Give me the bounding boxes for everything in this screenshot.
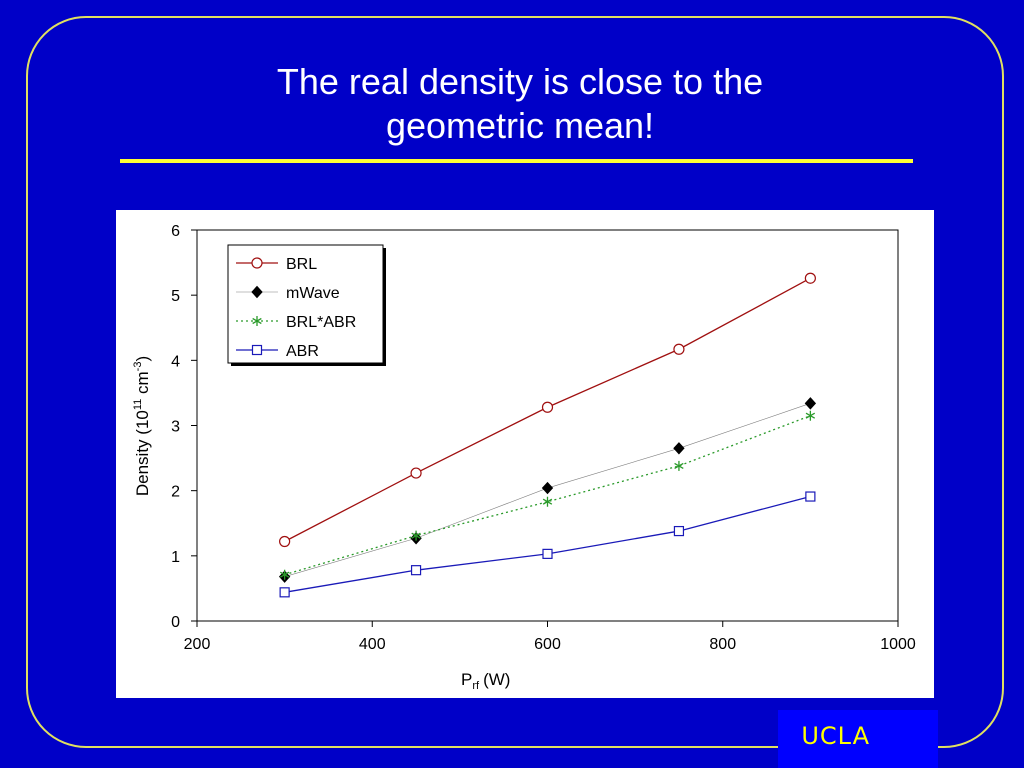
data-point-abr: [542, 548, 553, 559]
data-point-abr: [673, 525, 685, 537]
slide-frame: [26, 16, 1004, 748]
y-axis-label: Density (1011 cm-3): [132, 356, 152, 496]
x-tick-label: 400: [359, 636, 386, 653]
y-axis-label-sup2: -3: [132, 362, 144, 372]
y-axis-label-sup1: 11: [132, 399, 144, 410]
legend: BRL mWave BRL*ABR ABR: [227, 244, 386, 366]
legend-marker-mwave: [251, 285, 263, 299]
data-point-brl-abr: [674, 460, 684, 471]
data-point-abr: [279, 587, 290, 598]
y-tick-label: 6: [171, 223, 180, 240]
y-tick-label: 2: [171, 484, 180, 501]
legend-marker-brl-abr: [252, 316, 262, 326]
y-axis-label-mid: cm: [133, 371, 152, 398]
slide-title: The real density is close to the geometr…: [0, 60, 1024, 148]
data-point-abr: [805, 491, 816, 502]
legend-marker-abr: [251, 344, 263, 356]
data-point-brl-abr: [542, 496, 553, 507]
ucla-badge: UCLA: [778, 710, 938, 768]
data-point-brl: [541, 401, 554, 413]
data-point-brl: [673, 343, 685, 355]
y-tick-label: 0: [171, 614, 180, 631]
y-tick-label: 3: [171, 419, 180, 436]
x-axis-label-main: P: [461, 670, 472, 689]
data-point-brl: [279, 535, 291, 548]
data-point-brl-abr: [279, 569, 290, 580]
y-axis-label-end: ): [133, 356, 152, 362]
ucla-badge-text: UCLA: [801, 722, 870, 750]
legend-label-brl-abr: BRL*ABR: [286, 314, 356, 331]
title-line-1: The real density is close to the: [276, 61, 764, 102]
data-point-mwave: [804, 397, 817, 410]
title-underline: [120, 159, 913, 163]
density-chart: 200 400 600 800 1000 0 1 2 3 4 5 6 Prf (W) Density (…: [132, 223, 916, 692]
data-point-abr: [410, 565, 422, 576]
y-axis-label-main: Density (10: [133, 410, 152, 496]
title-line-2: geometric mean!: [385, 105, 655, 146]
legend-marker-brl: [251, 257, 263, 269]
y-tick-label: 5: [171, 288, 180, 305]
chart-panel: 200 400 600 800 1000 0 1 2 3 4 5 6 Prf (W) Density (…: [116, 210, 934, 698]
x-axis-label: Prf (W): [461, 670, 510, 692]
legend-label-abr: ABR: [286, 343, 319, 360]
data-point-brl: [410, 467, 422, 479]
legend-label-mwave: mWave: [286, 285, 340, 302]
series-line-brl-abr: [284, 415, 811, 576]
data-point-brl-abr: [411, 530, 421, 541]
data-point-mwave: [541, 481, 554, 495]
x-tick-label: 600: [534, 636, 561, 653]
y-tick-label: 4: [171, 353, 180, 370]
x-tick-label: 800: [709, 636, 736, 653]
y-tick-label: 1: [171, 549, 180, 566]
data-point-brl: [804, 272, 816, 284]
data-point-brl-abr: [805, 410, 816, 421]
x-tick-label: 200: [184, 636, 211, 653]
legend-label-brl: BRL: [286, 256, 317, 273]
x-tick-label: 1000: [880, 636, 916, 653]
data-point-mwave: [673, 442, 685, 455]
x-axis-label-sub: rf: [472, 680, 480, 692]
x-axis-label-unit: (W): [483, 670, 510, 689]
